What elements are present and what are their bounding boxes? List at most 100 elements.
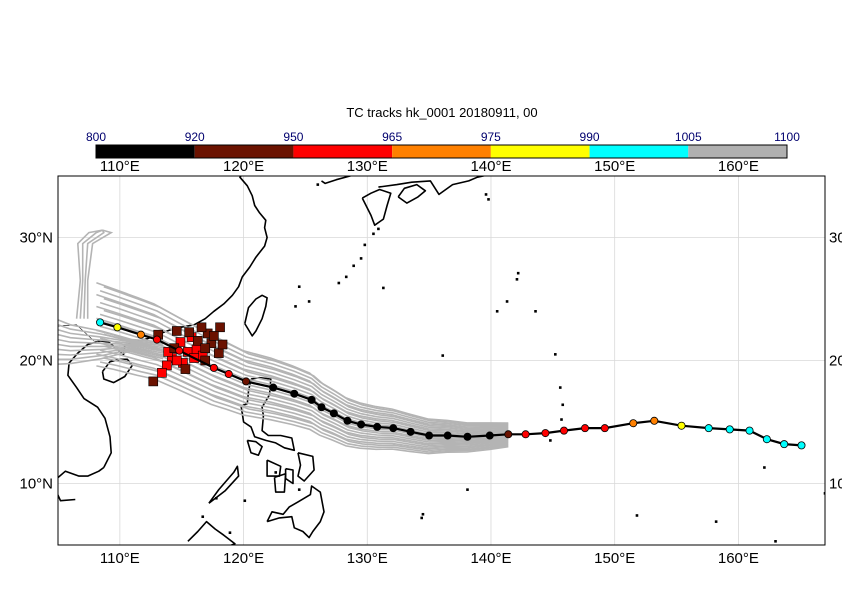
lon-label-top: 120°E	[223, 158, 264, 175]
track-point	[762, 435, 771, 444]
genesis-square	[157, 367, 167, 378]
map-frame	[57, 175, 826, 546]
coastline	[284, 467, 294, 485]
genesis-square	[184, 327, 194, 338]
track-point	[209, 363, 218, 372]
track-point	[317, 403, 326, 412]
ensemble-track	[58, 343, 164, 353]
track-point	[175, 346, 184, 355]
genesis-square	[162, 360, 172, 371]
island-mark	[549, 439, 552, 442]
ensemble-track	[96, 353, 509, 450]
axis-labels: 110°E 110°E 120°E 120°E 130°E 130°E 140°E 140°E…	[19, 158, 842, 567]
track-point	[425, 431, 434, 440]
island-mark	[297, 488, 301, 491]
island-mark	[274, 471, 278, 474]
track-point	[443, 431, 452, 440]
lat-label-left: 30°N	[19, 230, 53, 247]
colorbar-swatch	[589, 145, 689, 158]
coastline	[58, 466, 105, 502]
island-mark	[344, 275, 348, 279]
track-point	[357, 420, 366, 429]
island-mark	[352, 264, 355, 268]
lon-label-bottom: 160°E	[718, 550, 759, 567]
ensemble-track	[58, 347, 164, 356]
lat-label-right: 20	[829, 353, 842, 370]
lon-label-top: 110°E	[100, 158, 140, 175]
track-point	[725, 425, 734, 434]
coastline	[244, 294, 268, 337]
lat-label-right: 10	[829, 476, 842, 493]
ensemble-track	[96, 305, 509, 433]
island-mark	[377, 227, 380, 231]
island-mark	[516, 271, 520, 275]
track-point	[581, 424, 590, 433]
island-mark	[228, 531, 232, 534]
ensemble-track	[58, 338, 164, 351]
ensemble-track	[58, 348, 164, 361]
track-point	[677, 421, 686, 430]
track-point	[704, 424, 713, 433]
track-point	[113, 323, 122, 332]
track-point	[269, 383, 278, 392]
island-mark	[441, 354, 445, 357]
island-mark	[382, 286, 385, 290]
colorbar-tick-label: 975	[481, 130, 501, 144]
ensemble-track	[96, 282, 509, 424]
main-track	[96, 318, 806, 450]
island-mark	[505, 300, 509, 303]
lon-label-bottom: 110°E	[100, 550, 140, 567]
island-mark	[201, 515, 205, 519]
lon-label-bottom: 130°E	[347, 550, 388, 567]
ensemble-track	[83, 229, 105, 319]
lat-label-right: 30	[829, 230, 842, 247]
colorbar-tick-label: 1005	[675, 130, 702, 144]
track-point	[242, 377, 251, 386]
track-point	[600, 424, 609, 433]
track-point	[406, 427, 415, 436]
track-point	[96, 318, 105, 327]
colorbar: 800 920 950 965 975 990 1005 1100	[86, 130, 800, 159]
ensemble-track	[79, 229, 103, 319]
track-point	[307, 395, 316, 404]
island-mark	[337, 281, 341, 285]
ensemble-track	[99, 361, 509, 453]
island-mark	[534, 310, 537, 313]
track-point	[152, 335, 161, 344]
island-mark	[484, 193, 488, 196]
island-mark	[495, 310, 499, 313]
genesis-square	[214, 348, 224, 358]
ensemble-track	[99, 301, 509, 431]
track-point	[650, 416, 659, 425]
island-mark	[215, 496, 218, 500]
track-point	[485, 431, 494, 440]
lon-label-top: 160°E	[718, 158, 759, 175]
island-mark	[316, 183, 320, 186]
island-mark	[243, 499, 247, 503]
colorbar-tick-label: 800	[86, 130, 106, 144]
colorbar-swatch	[96, 145, 195, 158]
track-point	[745, 426, 754, 435]
lon-label-bottom: 120°E	[223, 550, 264, 567]
ensemble-track	[96, 293, 509, 428]
colorbar-swatch	[490, 145, 590, 158]
coastline	[273, 472, 287, 493]
genesis-square	[196, 322, 207, 333]
colorbar-tick-label: 950	[283, 130, 303, 144]
track-point	[797, 441, 806, 450]
genesis-square	[209, 331, 219, 341]
genesis-squares	[148, 322, 228, 387]
island-mark	[294, 305, 297, 308]
island-mark	[561, 403, 565, 407]
track-point	[541, 429, 550, 438]
ensemble-track	[58, 319, 164, 343]
colorbar-tick-label: 990	[580, 130, 600, 144]
track-point	[780, 440, 789, 449]
island-mark	[560, 418, 563, 421]
coastline	[378, 176, 487, 196]
island-mark	[466, 488, 469, 491]
island-mark	[714, 520, 718, 523]
ensemble-track	[99, 313, 509, 435]
island-mark	[421, 512, 425, 516]
island-mark	[363, 243, 367, 247]
